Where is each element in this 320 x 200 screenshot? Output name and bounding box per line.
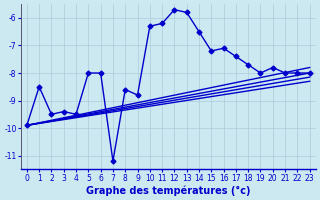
X-axis label: Graphe des températures (°c): Graphe des températures (°c) — [86, 185, 251, 196]
